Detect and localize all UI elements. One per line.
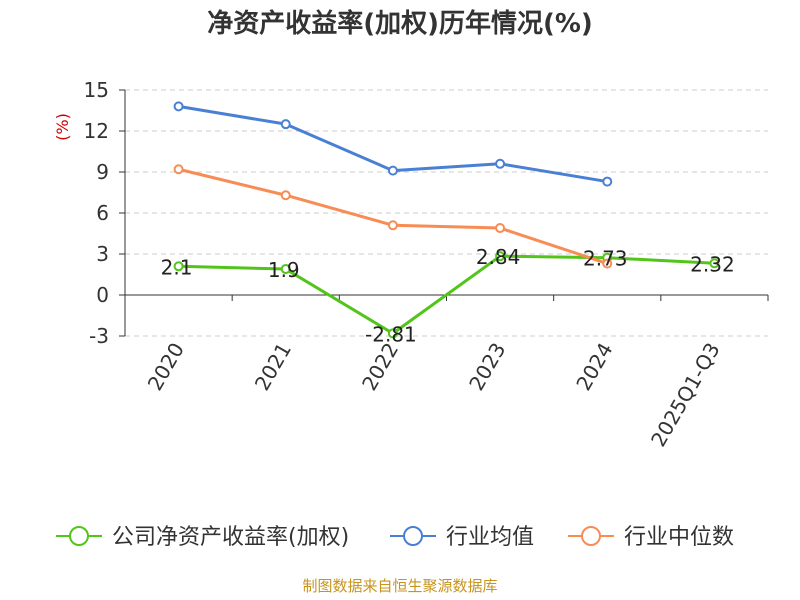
chart-title: 净资产收益率(加权)历年情况(%) [207, 8, 593, 39]
data-label: 1.9 [268, 258, 300, 282]
series-line [178, 254, 715, 335]
x-tick-label: 2022 [357, 339, 403, 395]
legend: 公司净资产收益率(加权) 行业均值 行业中位数 [56, 525, 734, 550]
y-tick-label: 0 [96, 283, 109, 307]
source-footer: 制图数据来自恒生聚源数据库 [302, 577, 497, 595]
data-point [387, 165, 398, 176]
series-lines [173, 101, 720, 339]
legend-marker [581, 526, 601, 546]
x-tick-label: 2020 [143, 339, 189, 395]
legend-marker [69, 526, 89, 546]
y-tick-label: 3 [96, 242, 109, 266]
data-point [173, 261, 184, 272]
legend-label: 行业中位数 [624, 525, 734, 550]
data-label: 2.84 [476, 245, 521, 269]
legend-label: 公司净资产收益率(加权) [112, 525, 349, 550]
data-label: 2.73 [583, 247, 628, 271]
legend-marker [403, 526, 423, 546]
data-point [387, 328, 398, 339]
y-tick-label: 6 [96, 201, 109, 225]
data-labels: 2.1 1.9 -2.81 2.84 2.73 2.32 [161, 245, 735, 346]
y-tick-label: -3 [89, 324, 109, 348]
data-point [280, 190, 291, 201]
data-point [173, 164, 184, 175]
y-tick-label: 12 [84, 119, 109, 143]
data-point [387, 220, 398, 231]
data-point [709, 258, 720, 269]
data-point [280, 119, 291, 130]
data-label: -2.81 [365, 322, 417, 346]
series-line [178, 167, 608, 265]
y-tick-label: 15 [84, 78, 109, 102]
data-point [602, 258, 613, 269]
x-tick-label: 2025Q1-Q3 [646, 339, 725, 451]
data-point [495, 223, 506, 234]
y-axis-label: (%) [53, 113, 72, 141]
data-label: 2.1 [161, 255, 193, 279]
y-tick-label: 9 [96, 160, 109, 184]
data-point [280, 264, 291, 275]
data-point [495, 158, 506, 169]
x-tick-label: 2021 [250, 339, 296, 395]
data-label: 2.32 [690, 252, 735, 276]
x-tick-label: 2024 [571, 339, 617, 395]
grid-lines [125, 89, 768, 337]
data-point [495, 251, 506, 262]
legend-label: 行业均值 [446, 525, 534, 550]
data-point [602, 176, 613, 187]
x-tick-label: 2023 [464, 339, 510, 395]
data-point [173, 101, 184, 112]
